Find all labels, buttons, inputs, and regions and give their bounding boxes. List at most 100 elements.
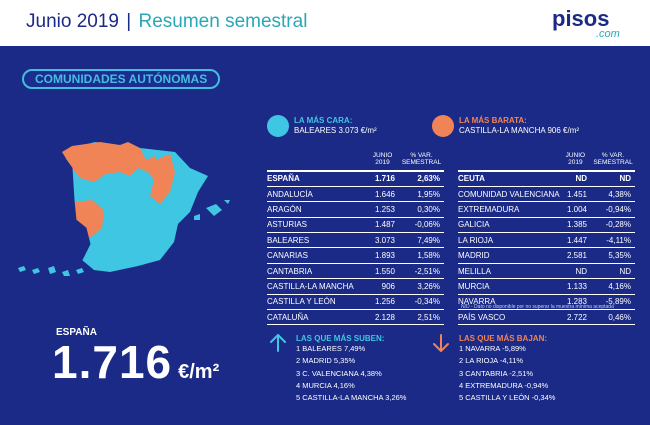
list-item: 1 NAVARRA -5,89% [459, 344, 526, 353]
arrow-up-icon [270, 334, 286, 352]
table-row: Navarra 1.283 -5,89% [458, 294, 635, 311]
logo-sub-text: .com [596, 28, 620, 40]
table-row: Extremadura 1.004 -0,94% [458, 201, 635, 218]
price-value: 906 [366, 278, 399, 295]
change-value: 1,95% [399, 186, 444, 203]
region-name: Andalucía [267, 186, 366, 203]
falls-title: LAS QUE MÁS BAJAN: [459, 334, 548, 343]
region-name: Castilla y León [267, 294, 366, 311]
table-row: Cantabria 1.550 -2,51% [267, 263, 444, 280]
change-value: -2,51% [399, 263, 444, 280]
table-row: Castilla y León 1.256 -0,34% [267, 294, 444, 311]
falls-list: 1 NAVARRA -5,89% 2 LA RIOJA -4,11% 3 CANTA… [459, 343, 555, 404]
col-header-june: JUNIO 2019 [372, 152, 393, 166]
footnote: N/D - Dato no disponible por no superar … [461, 304, 614, 310]
region-name: Madrid [458, 247, 560, 264]
map-baleares [194, 200, 230, 220]
table-row: La Rioja 1.447 -4,11% [458, 232, 635, 249]
map-region-orange-aragon [148, 154, 175, 204]
change-value: -0,06% [399, 217, 444, 234]
table-row: Galicia 1.385 -0,28% [458, 217, 635, 234]
logo-main-text: pisos [552, 6, 609, 31]
list-item: 4 EXTREMADURA -0,94% [459, 380, 549, 390]
region-name: Cataluña [267, 309, 366, 326]
price-value: 3.073 [366, 232, 399, 249]
table-row: Aragón 1.253 0,30% [267, 201, 444, 218]
region-name: Comunidad Valenciana [458, 186, 560, 203]
region-name: Ceuta [458, 169, 560, 187]
list-item: 2 MADRID 5,35% [296, 356, 356, 366]
change-value: -0,94% [591, 201, 635, 218]
price-value: ND [559, 263, 592, 280]
legend-expensive-label: LA MÁS CARA: [294, 116, 353, 125]
list-item: 3 C. VALENCIANA 4,38% [296, 368, 382, 378]
price-value: 2.722 [559, 309, 592, 326]
region-name: España [267, 169, 366, 187]
table-row: Melilla ND ND [458, 263, 635, 280]
region-name: Murcia [458, 278, 560, 295]
list-item: 2 LA RIOJA -4,11% [459, 356, 524, 366]
region-name: Canarias [267, 247, 366, 264]
legend-cheapest-value: CASTILLA-LA MANCHA 906 €/m² [459, 126, 580, 135]
change-value: 0,46% [591, 309, 635, 326]
price-value: 1.893 [366, 247, 399, 264]
rises-title: LAS QUE MÁS SUBEN: [296, 334, 385, 343]
table-row: País Vasco 2.722 0,46% [458, 309, 635, 326]
legend-dot-cheapest [432, 115, 454, 137]
list-item: 3 CANTABRIA -2,51% [459, 368, 534, 378]
price-value: 1.385 [559, 217, 592, 234]
change-value: 3,26% [399, 278, 444, 295]
national-label: ESPAÑA [56, 327, 97, 338]
table-row: Canarias 1.893 1,58% [267, 247, 444, 264]
legend-cheapest-label: LA MÁS BARATA: [459, 116, 527, 125]
table-row: Murcia 1.133 4,16% [458, 278, 635, 295]
legend-dot-expensive [267, 115, 289, 137]
rises-list: 1 BALEARES 7,49% 2 MADRID 5,35% 3 C. VALEN… [296, 343, 406, 404]
region-name: Galicia [458, 217, 560, 234]
spain-map [18, 142, 230, 276]
change-value: 4,16% [591, 278, 635, 295]
legend-expensive: LA MÁS CARA: BALEARES 3.073 €/m² [294, 116, 377, 136]
price-value: 1.487 [366, 217, 399, 234]
price-value: 1.253 [366, 201, 399, 218]
price-value: 1.646 [366, 186, 399, 203]
table-row: Cataluña 2.128 2,51% [267, 309, 444, 326]
price-value: 1.716 [366, 169, 399, 187]
list-item: 1 BALEARES 7,49% [296, 344, 366, 353]
list-item: 5 CASTILLA Y LEÓN -0,34% [459, 393, 556, 403]
region-name: Baleares [267, 232, 366, 249]
change-value: -0,34% [399, 294, 444, 311]
change-value: ND [591, 169, 635, 187]
change-value: -4,11% [591, 232, 635, 249]
national-price: 1.716 €/m² [52, 335, 219, 389]
change-value: -5,89% [591, 294, 635, 311]
change-value: ND [591, 263, 635, 280]
price-value: 1.550 [366, 263, 399, 280]
table-row: Andalucía 1.646 1,95% [267, 186, 444, 203]
table-row: Baleares 3.073 7,49% [267, 232, 444, 249]
legend-cheapest: LA MÁS BARATA: CASTILLA-LA MANCHA 906 €/… [459, 116, 579, 136]
list-item: 5 CASTILLA-LA MANCHA 3,26% [296, 393, 407, 403]
legend-expensive-value: BALEARES 3.073 €/m² [294, 126, 377, 135]
table-row: Comunidad Valenciana 1.451 4,38% [458, 186, 635, 203]
col-header-june: JUNIO 2019 [565, 152, 586, 166]
table-row: Castilla-La Mancha 906 3,26% [267, 278, 444, 295]
title-separator: | [126, 11, 132, 32]
table-right: JUNIO 2019 % VAR. SEMESTRAL Ceuta ND ND Com… [458, 152, 635, 326]
price-value: 2.128 [366, 309, 399, 326]
change-value: 0,30% [399, 201, 444, 218]
change-value: 5,35% [591, 247, 635, 264]
pisos-logo[interactable]: pisos .com [552, 6, 632, 42]
national-price-unit: €/m² [178, 361, 220, 383]
map-portugal [53, 152, 91, 261]
price-value: 1.447 [559, 232, 592, 249]
col-header-var: % VAR. SEMESTRAL [401, 152, 442, 166]
change-value: 2,51% [399, 309, 444, 326]
change-value: 2,63% [399, 169, 444, 187]
col-header-var: % VAR. SEMESTRAL [593, 152, 633, 166]
region-name: Melilla [458, 263, 560, 280]
col-header-blank [458, 152, 560, 171]
col-header-blank [267, 152, 366, 171]
section-label: COMUNIDADES AUTÓNOMAS [22, 69, 221, 89]
region-name: País Vasco [458, 309, 560, 326]
